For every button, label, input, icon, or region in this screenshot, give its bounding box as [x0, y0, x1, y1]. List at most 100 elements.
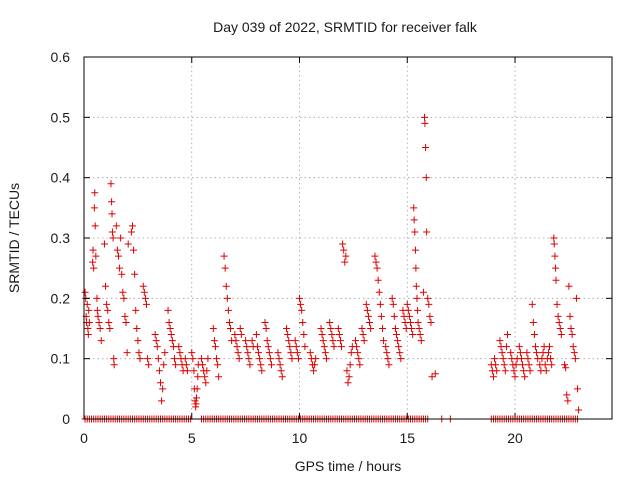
- data-point: [336, 337, 344, 345]
- data-point: [222, 282, 230, 290]
- data-point: [134, 337, 142, 345]
- data-point: [390, 312, 398, 320]
- data-point: [568, 331, 576, 339]
- data-point: [285, 337, 293, 345]
- data-point: [389, 300, 397, 308]
- data-point: [347, 349, 355, 357]
- data-point: [287, 349, 295, 357]
- data-point: [552, 264, 560, 272]
- data-point: [411, 228, 419, 236]
- data-point: [570, 349, 578, 357]
- data-point: [311, 361, 319, 369]
- data-point: [135, 349, 143, 357]
- data-point: [362, 300, 370, 308]
- data-point: [366, 318, 374, 326]
- data-point: [278, 373, 286, 381]
- data-point: [145, 361, 153, 369]
- data-point: [81, 288, 89, 296]
- data-point: [131, 270, 139, 278]
- data-point: [561, 361, 569, 369]
- chart-title: Day 039 of 2022, SRMTID for receiver fal…: [213, 19, 478, 35]
- data-point: [286, 343, 294, 351]
- data-point: [385, 361, 393, 369]
- data-points: [81, 113, 583, 423]
- data-point: [112, 222, 120, 230]
- data-point: [328, 331, 336, 339]
- data-point: [127, 228, 135, 236]
- data-point: [211, 343, 219, 351]
- data-point: [110, 361, 118, 369]
- data-point: [91, 222, 99, 230]
- data-point: [572, 294, 580, 302]
- x-tick-label: 20: [507, 430, 523, 446]
- data-point: [257, 361, 265, 369]
- data-point: [275, 355, 283, 363]
- data-point: [376, 300, 384, 308]
- data-point: [293, 349, 301, 357]
- data-point: [159, 385, 167, 393]
- data-point: [498, 349, 506, 357]
- data-point: [306, 349, 314, 357]
- data-point: [176, 349, 184, 357]
- data-point: [512, 361, 520, 369]
- x-tick-labels: 0 5 10 15 20: [80, 430, 523, 446]
- data-point: [339, 240, 347, 248]
- data-point: [427, 318, 435, 326]
- data-point: [407, 318, 414, 326]
- data-point: [501, 367, 509, 375]
- data-point: [388, 294, 396, 302]
- x-tick-label: 5: [188, 430, 196, 446]
- data-point: [143, 300, 150, 308]
- data-point: [213, 355, 221, 363]
- data-point: [556, 325, 564, 332]
- data-point: [264, 343, 272, 351]
- data-point: [392, 331, 400, 339]
- data-point: [167, 331, 175, 339]
- data-point: [378, 325, 386, 332]
- data-point: [192, 400, 200, 408]
- data-point: [354, 349, 362, 357]
- data-point: [529, 318, 537, 326]
- data-point: [356, 361, 364, 369]
- data-point: [141, 294, 149, 302]
- y-tick-labels: 0 0.1 0.2 0.3 0.4 0.5 0.6: [51, 49, 71, 427]
- y-tick-label: 0.6: [51, 49, 71, 65]
- x-tick-label: 15: [399, 430, 415, 446]
- data-point: [105, 318, 113, 326]
- data-point: [359, 331, 367, 339]
- data-point: [84, 325, 92, 332]
- data-point: [194, 373, 202, 381]
- data-point: [266, 355, 274, 363]
- data-point: [157, 379, 165, 387]
- data-point: [183, 367, 191, 375]
- data-point: [300, 331, 308, 339]
- y-tick-label: 0: [62, 411, 70, 427]
- data-point: [121, 312, 129, 320]
- data-point: [136, 355, 144, 363]
- data-point: [551, 252, 559, 260]
- data-point: [202, 379, 210, 387]
- data-point: [89, 246, 97, 254]
- data-point: [119, 288, 127, 296]
- data-point: [524, 355, 532, 363]
- y-tick-label: 0.4: [51, 170, 71, 186]
- data-point: [91, 189, 99, 197]
- data-point: [122, 318, 130, 326]
- data-point: [397, 355, 405, 363]
- data-point: [410, 216, 418, 224]
- data-point: [318, 331, 326, 339]
- data-point: [553, 300, 561, 308]
- data-point: [312, 355, 320, 363]
- data-point: [166, 325, 174, 332]
- data-point: [409, 331, 417, 339]
- data-point: [139, 282, 147, 290]
- data-point: [424, 294, 432, 302]
- data-point: [107, 180, 115, 188]
- data-point: [242, 337, 250, 345]
- data-point: [492, 361, 500, 369]
- data-point: [320, 343, 328, 351]
- data-point: [519, 361, 527, 369]
- data-point: [383, 349, 391, 357]
- data-point: [422, 144, 430, 151]
- data-point: [319, 337, 327, 345]
